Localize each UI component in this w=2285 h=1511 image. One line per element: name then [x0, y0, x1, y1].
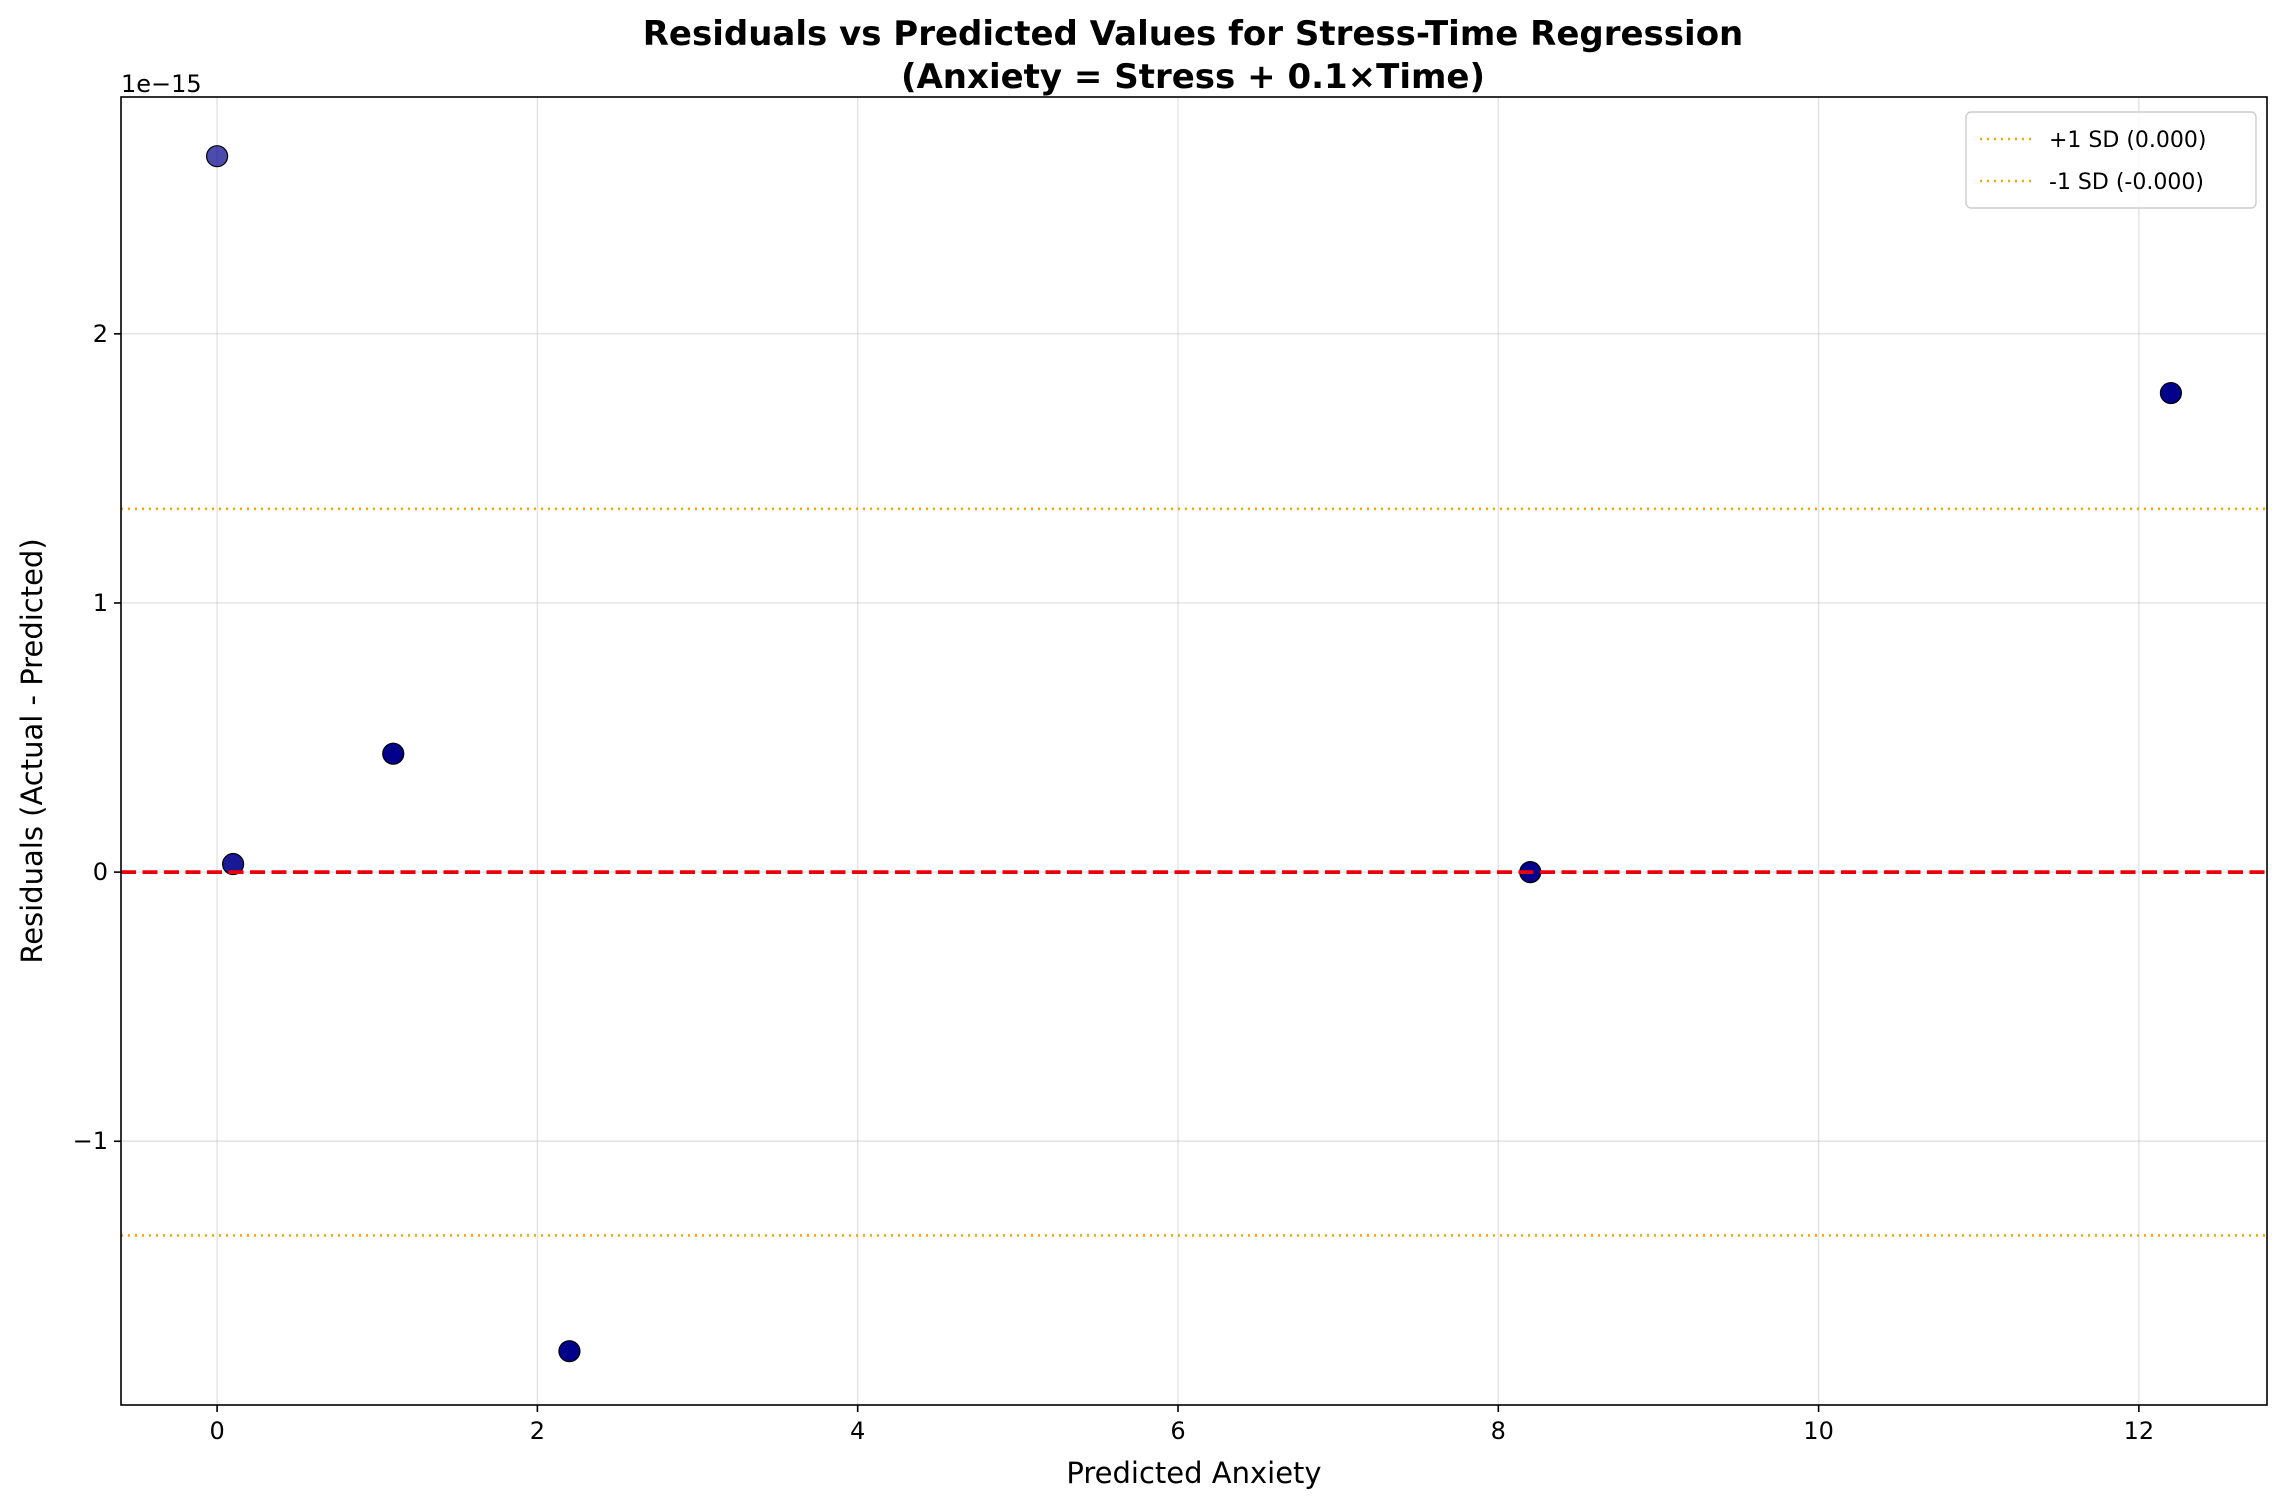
- y-axis-offset-label: 1e−15: [121, 70, 202, 98]
- chart-title-line1: Residuals vs Predicted Values for Stress…: [643, 14, 1744, 54]
- x-tick-label: 6: [1170, 1417, 1185, 1445]
- legend-box: [1965, 111, 2257, 209]
- y-tick-label: 2: [93, 320, 108, 348]
- x-tick-label: 12: [2124, 1417, 2155, 1445]
- data-point: [558, 1340, 581, 1363]
- y-tick-label: 0: [93, 858, 108, 886]
- y-tick-label: 1: [93, 589, 108, 617]
- x-tick-label: 4: [850, 1417, 865, 1445]
- data-points: [121, 145, 2267, 1363]
- chart-title-line2: (Anxiety = Stress + 0.1×Time): [901, 57, 1485, 97]
- legend: +1 SD (0.000) -1 SD (-0.000): [1965, 111, 2257, 209]
- y-tick-label: −1: [73, 1127, 108, 1155]
- data-point: [205, 145, 229, 168]
- y-axis-ticks: −1 0 1 2: [73, 320, 121, 1155]
- data-point: [2159, 381, 2183, 405]
- x-axis-ticks: 0 2 4 6 8 10 12: [209, 1405, 2154, 1445]
- x-tick-label: 10: [1803, 1417, 1834, 1445]
- x-tick-label: 0: [209, 1417, 224, 1445]
- legend-plus-sd-label: +1 SD (0.000): [2049, 128, 2206, 153]
- data-point: [222, 852, 245, 876]
- grid: [121, 97, 2267, 1405]
- legend-minus-sd-label: -1 SD (-0.000): [2049, 170, 2204, 195]
- data-point: [382, 742, 405, 765]
- reference-lines: [121, 507, 2267, 1237]
- y-axis-label: Residuals (Actual - Predicted): [15, 538, 49, 963]
- x-axis-label: Predicted Anxiety: [1066, 1456, 1321, 1490]
- x-tick-label: 8: [1491, 1417, 1506, 1445]
- x-tick-label: 2: [530, 1417, 545, 1445]
- plot-area-frame: [120, 96, 2268, 1406]
